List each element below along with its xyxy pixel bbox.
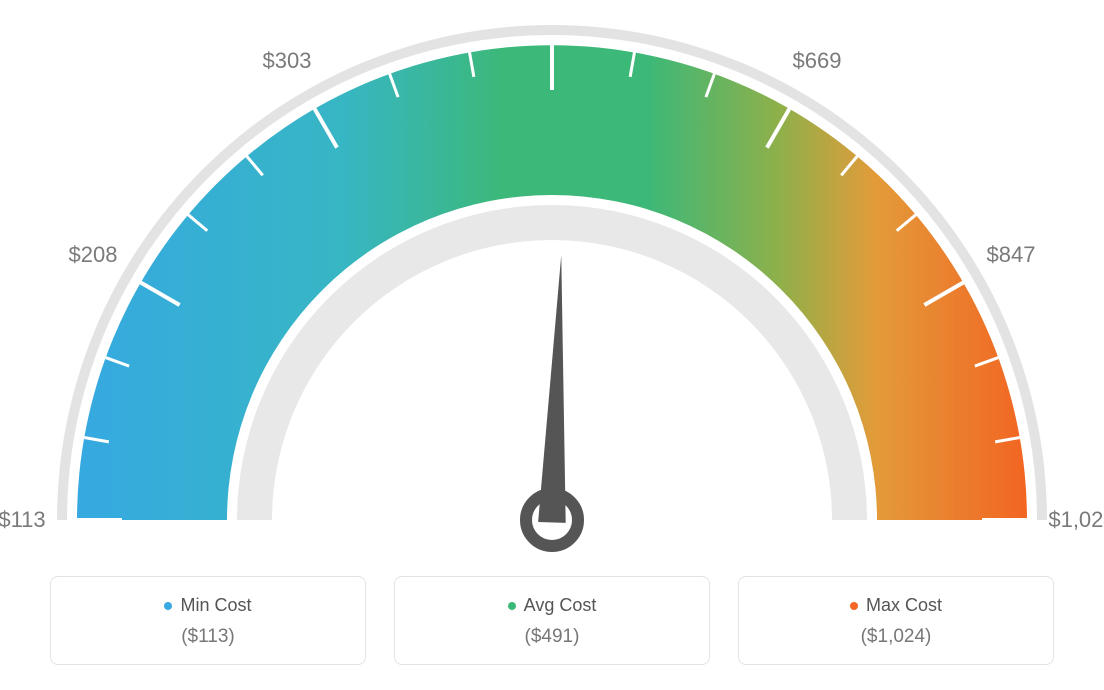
legend-max-dot [850, 602, 858, 610]
legend-min-name: Min Cost [180, 595, 251, 616]
legend-min-dot [164, 602, 172, 610]
gauge-needle [538, 255, 566, 523]
gauge-svg: $113 $208 $303 $491 $669 $847 $1,024 [0, 0, 1104, 570]
legend-row: Min Cost ($113) Avg Cost ($491) Max Cost… [50, 576, 1054, 665]
gauge-tick-label: $208 [69, 242, 118, 267]
legend-max: Max Cost ($1,024) [738, 576, 1054, 665]
gauge-tick-label: $1,024 [1048, 507, 1104, 532]
gauge-tick-label: $669 [793, 48, 842, 73]
legend-avg-label: Avg Cost [508, 595, 597, 616]
legend-avg-value: ($491) [405, 626, 699, 648]
gauge-tick-label: $303 [263, 48, 312, 73]
legend-max-value: ($1,024) [749, 626, 1043, 648]
gauge-tick-label: $113 [0, 507, 46, 532]
legend-min: Min Cost ($113) [50, 576, 366, 665]
legend-avg-dot [508, 602, 516, 610]
legend-max-label: Max Cost [850, 595, 942, 616]
gauge-tick-label: $491 [528, 0, 577, 2]
legend-min-value: ($113) [61, 626, 355, 648]
gauge-tick-label: $847 [987, 242, 1036, 267]
legend-avg: Avg Cost ($491) [394, 576, 710, 665]
legend-min-label: Min Cost [164, 595, 251, 616]
legend-max-name: Max Cost [866, 595, 942, 616]
gauge-area: $113 $208 $303 $491 $669 $847 $1,024 [0, 0, 1104, 570]
legend-avg-name: Avg Cost [524, 595, 597, 616]
cost-gauge-chart: $113 $208 $303 $491 $669 $847 $1,024 Min Cost … [0, 0, 1104, 690]
